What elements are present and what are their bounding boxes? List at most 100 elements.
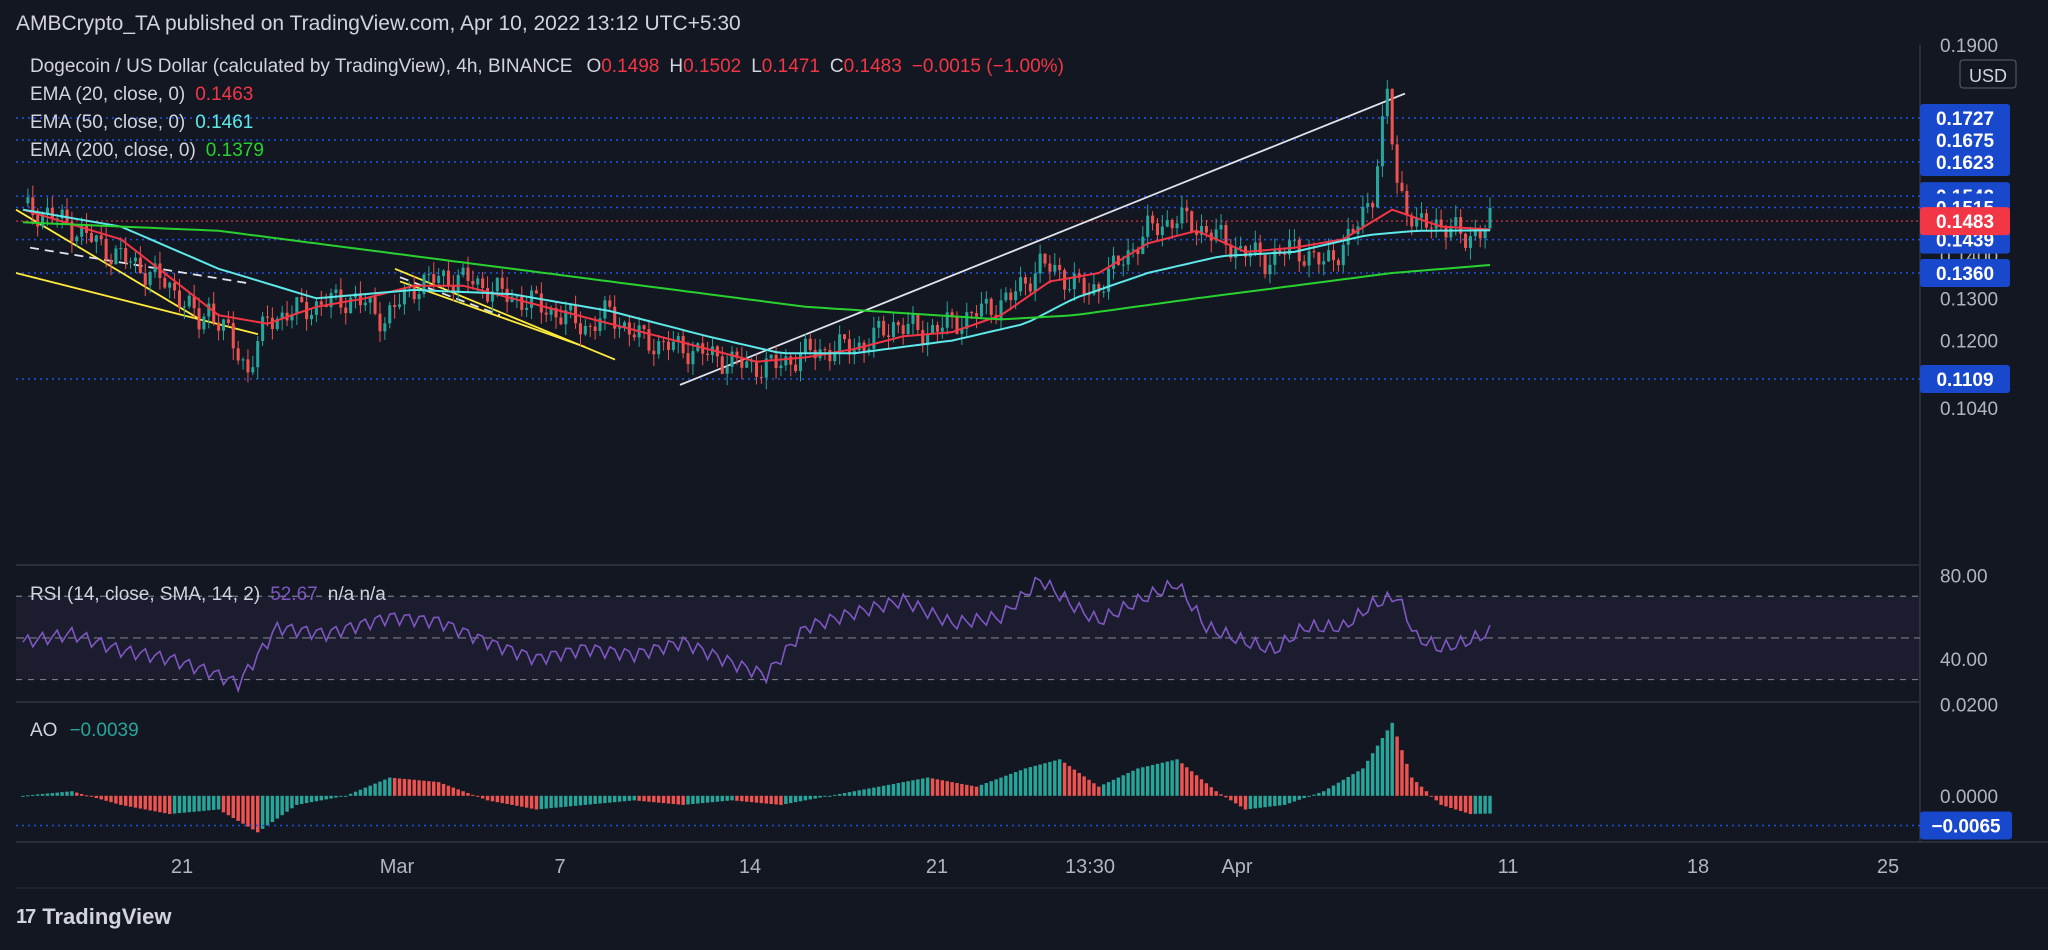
candle-body [187, 295, 191, 307]
candle-body [642, 325, 646, 330]
candle-body [1229, 244, 1233, 258]
tradingview-footer[interactable]: 17 TradingView [16, 904, 171, 930]
ao-bar [1155, 763, 1160, 796]
ao-bar [710, 795, 715, 803]
ao-bar [906, 781, 910, 796]
candle-body [133, 257, 137, 262]
candle-body [1405, 191, 1409, 216]
candle-body [207, 303, 211, 317]
ao-bar [368, 785, 372, 796]
ao-bar [1414, 782, 1419, 796]
ohlc-value: 0.1471 [762, 56, 820, 77]
candle-body [867, 348, 871, 352]
ao-bar [300, 795, 304, 804]
ao-bar [789, 795, 793, 804]
candle-body [1410, 215, 1414, 227]
candle-body [451, 286, 455, 293]
ao-bar [1297, 795, 1302, 800]
ao-bar [256, 795, 260, 833]
candle-body [632, 334, 636, 338]
ohlc-value: 0.1498 [601, 56, 659, 77]
candle-body [578, 323, 582, 335]
candle-body [833, 352, 837, 362]
ao-bar [715, 795, 720, 802]
time-axis-label: Mar [380, 856, 415, 878]
candle-body [613, 306, 617, 329]
ao-bar [163, 795, 167, 814]
ao-bar [290, 795, 294, 809]
candle-body [1136, 249, 1140, 255]
ao-bar [158, 795, 162, 813]
ao-bar [314, 795, 319, 802]
candle-body [1268, 264, 1272, 275]
candle-body [202, 316, 206, 330]
ao-bar [500, 795, 504, 804]
candle-body [80, 224, 84, 237]
ao-bar [637, 795, 641, 801]
ao-bar [524, 795, 529, 808]
ao-bar [725, 795, 729, 801]
footer-brand: TradingView [42, 904, 172, 929]
candle-body [486, 288, 490, 302]
price-level-badge-label: 0.1727 [1936, 109, 1994, 130]
ao-bar [1424, 791, 1429, 796]
ao-bar [666, 795, 671, 804]
ao-bar [867, 788, 871, 796]
ao-bar [50, 793, 55, 796]
candle-body [138, 257, 142, 274]
ao-bar [1077, 772, 1081, 796]
ohlc-key: H [669, 56, 683, 77]
candle-body [720, 356, 724, 374]
candle-body [1004, 292, 1008, 301]
ao-bar [1488, 795, 1492, 814]
candle-body [1454, 217, 1458, 226]
tradingview-logo-icon: 17 [16, 905, 36, 928]
ao-bar [148, 795, 152, 811]
ao-bar [1131, 770, 1135, 796]
candle-body [437, 275, 441, 284]
ao-bar [1253, 795, 1257, 809]
candle-body [1312, 251, 1316, 253]
candle-body [945, 312, 949, 328]
candle-body [65, 209, 69, 222]
ao-bar [119, 795, 123, 805]
price-level-badge-label: 0.1623 [1936, 153, 1994, 174]
ao-bar [1331, 785, 1336, 796]
candle-body [1097, 284, 1101, 292]
ao-bar [1013, 772, 1018, 796]
ao-bar [55, 792, 59, 796]
candle-body [906, 323, 910, 335]
candle-body [1199, 226, 1204, 235]
ao-bar [960, 783, 964, 796]
ao-axis-tick: 0.0000 [1940, 787, 1998, 808]
candle-body [1234, 248, 1238, 258]
ao-bar [138, 795, 143, 809]
symbol-title: Dogecoin / US Dollar (calculated by Trad… [30, 56, 572, 77]
ao-bar [480, 795, 485, 799]
candle-body [1185, 207, 1189, 212]
ao-legend-value: −0.0039 [69, 720, 138, 741]
ao-bar [774, 795, 778, 805]
candle-body [1239, 246, 1243, 249]
ao-bar [1234, 795, 1238, 804]
candle-body [393, 305, 397, 307]
rsi-legend-na: n/a n/a [328, 584, 387, 605]
candle-body [965, 312, 969, 329]
ao-bar [877, 786, 881, 796]
candle-body [1058, 264, 1062, 271]
ao-bar [1199, 779, 1204, 796]
ao-bar [373, 783, 377, 796]
ao-bar [1434, 795, 1438, 801]
candle-body [975, 313, 979, 317]
ao-bar [930, 778, 935, 796]
candle-body [916, 314, 920, 331]
ao-bar [432, 781, 436, 796]
candle-body [794, 364, 798, 372]
ao-bar [823, 795, 827, 797]
candle-body [60, 209, 64, 219]
candle-body [984, 298, 988, 304]
ao-bar [94, 795, 99, 799]
ao-bar [559, 795, 563, 808]
candle-body [789, 356, 793, 365]
